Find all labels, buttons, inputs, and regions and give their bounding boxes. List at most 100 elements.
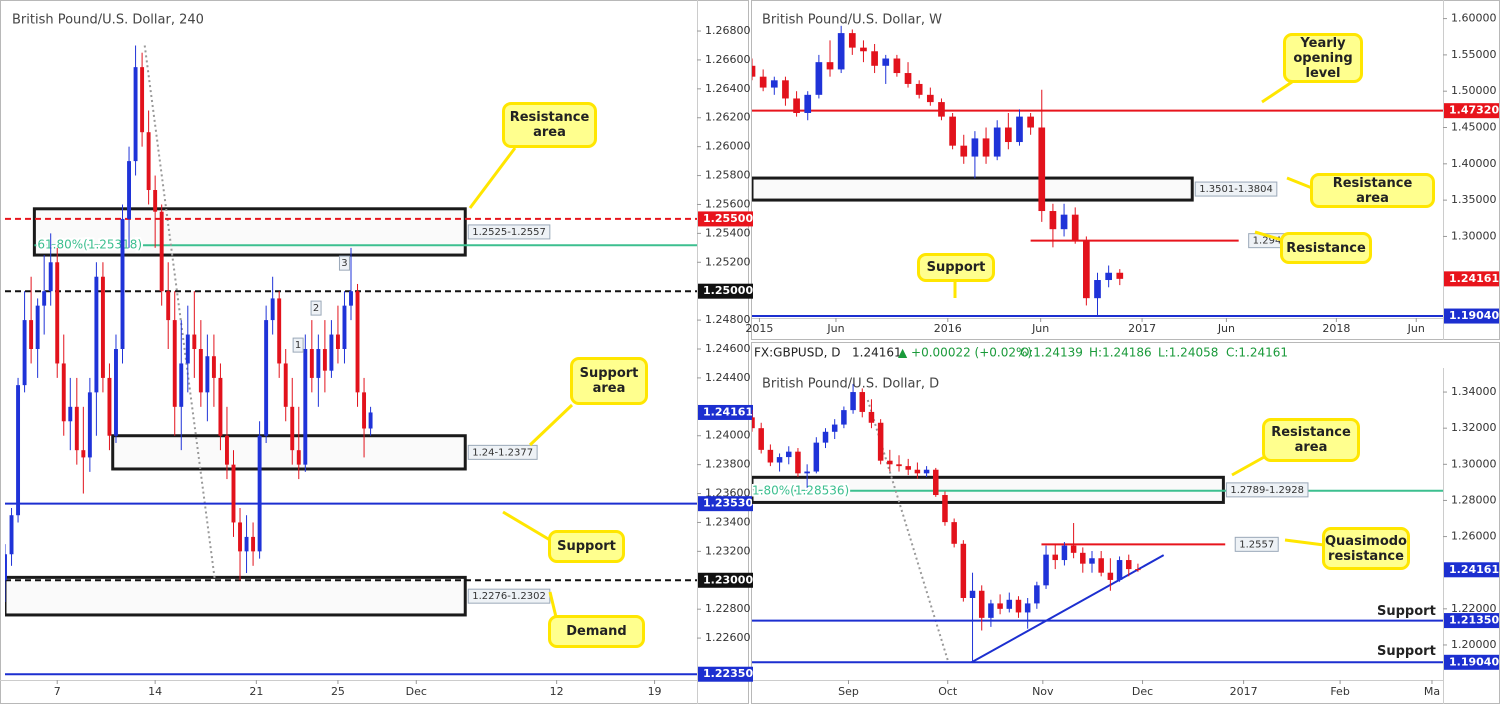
plot-area: 61.80%(1.25318) 1 2 3 — [5, 45, 697, 676]
fib-label: 61.80%(1.28536) — [744, 483, 849, 497]
y-tick-label: 1.40000 — [1451, 157, 1497, 170]
candle-body — [942, 495, 948, 523]
candle-body — [1024, 603, 1031, 613]
marker-label: 2 — [313, 303, 319, 314]
marker-box — [338, 255, 350, 271]
candle-body — [831, 424, 838, 432]
candle-body — [238, 522, 242, 552]
candle-body — [1006, 599, 1013, 609]
candle-body — [785, 451, 792, 458]
candle-body — [804, 471, 810, 474]
quote-low: L:1.24058 — [1158, 346, 1218, 360]
chart-title: British Pound/U.S. Dollar, D — [762, 377, 939, 392]
y-tick-label: 1.25400 — [705, 226, 751, 239]
candle-body — [1049, 211, 1057, 230]
candle-body — [1116, 272, 1124, 279]
candle-body — [1098, 558, 1104, 573]
candle-body — [1015, 599, 1022, 613]
price-tag — [698, 283, 753, 299]
callout: Quasimodo resistance — [1322, 527, 1410, 570]
candle-body — [94, 276, 99, 393]
zone-tag: 1.2789-1.2928 — [1225, 482, 1309, 498]
y-tick-label: 1.26000 — [705, 140, 751, 153]
candle-body — [277, 298, 282, 364]
y-tick-label: 1.30000 — [1451, 229, 1497, 242]
candle-body — [887, 460, 893, 465]
candle-body — [850, 392, 856, 411]
zone-tag: 1.2276-1.2302 — [467, 588, 551, 604]
marker-label: 1 — [295, 340, 301, 351]
x-tick-label: 14 — [148, 685, 162, 698]
candle-body — [283, 363, 288, 407]
candle-body — [349, 291, 353, 306]
candle-body — [926, 94, 934, 103]
candle-body — [362, 392, 367, 429]
candle-body — [1016, 116, 1023, 143]
callout: Resistance area — [502, 102, 597, 148]
y-tick-label: 1.30000 — [1451, 457, 1497, 470]
y-tick-label: 1.50000 — [1451, 84, 1497, 97]
zone-tag: 1.24-1.2377 — [467, 444, 538, 460]
candle-body — [914, 469, 921, 474]
candle-body — [107, 377, 112, 436]
zone — [111, 434, 467, 471]
zone-label: 1.24-1.2377 — [472, 447, 533, 458]
x-tick-label: Dec — [406, 685, 427, 698]
callout-arrow — [1254, 230, 1283, 242]
y-tick-label: 1.23400 — [705, 515, 751, 528]
y-tick-label: 1.24800 — [705, 313, 751, 326]
callout-arrow — [468, 147, 517, 209]
x-tick-label: Jun — [1407, 322, 1425, 335]
candle-body — [871, 51, 878, 66]
y-tick-label: 1.35000 — [1451, 193, 1497, 206]
callout: Yearly opening level — [1283, 33, 1363, 83]
candle-body — [904, 73, 912, 84]
candle-body — [813, 442, 820, 472]
trend-line — [143, 45, 216, 581]
price-tag-label: 1.23530 — [703, 497, 753, 510]
marker-label: 3 — [341, 258, 347, 269]
zone-label: 1.2525-1.2557 — [472, 227, 546, 238]
candle-body — [951, 522, 957, 544]
x-tick-label: Nov — [1032, 685, 1054, 698]
candle-body — [231, 464, 236, 523]
candle-body — [822, 431, 829, 443]
candle-body — [767, 449, 774, 463]
candle-body — [1116, 560, 1123, 580]
trend-line — [971, 554, 1165, 664]
callout-arrow — [548, 591, 558, 618]
price-tag — [1444, 654, 1499, 670]
candle-body — [244, 536, 249, 552]
price-tag — [698, 666, 753, 682]
y-tick-label: 1.25200 — [705, 255, 751, 268]
candle-body — [837, 33, 845, 70]
candle-body — [960, 543, 967, 598]
candle-body — [993, 127, 1001, 157]
zone-label-box — [467, 444, 538, 460]
quote-close: C:1.24161 — [1226, 346, 1288, 360]
y-tick-label: 1.26400 — [705, 82, 751, 95]
candle-body — [127, 161, 131, 219]
note-label: Support — [1377, 604, 1436, 619]
x-tick-label: 2017 — [1128, 322, 1156, 335]
y-tick-label: 1.26600 — [705, 53, 751, 66]
marker-box — [310, 300, 322, 316]
candle-body — [877, 422, 884, 461]
y-tick-label: 1.25600 — [705, 197, 751, 210]
price-tag-label: 1.24161 — [703, 405, 753, 418]
candle-body — [969, 590, 976, 598]
price-tag-label: 1.24161 — [1449, 563, 1499, 576]
x-tick-label: Jun — [1217, 322, 1235, 335]
candle-body — [770, 80, 778, 88]
candle-body — [87, 392, 92, 458]
callout-arrow — [1261, 80, 1293, 104]
candle-body — [795, 451, 801, 474]
callout-arrow — [502, 510, 551, 542]
candle-body — [159, 211, 164, 292]
candle-body — [257, 435, 262, 552]
candle-body — [9, 515, 14, 555]
level-label: 1.2557 — [1239, 539, 1274, 550]
candle-body — [848, 33, 856, 48]
candle-body — [192, 334, 197, 350]
zone-tag: 1.3501-1.3804 — [1194, 181, 1278, 197]
